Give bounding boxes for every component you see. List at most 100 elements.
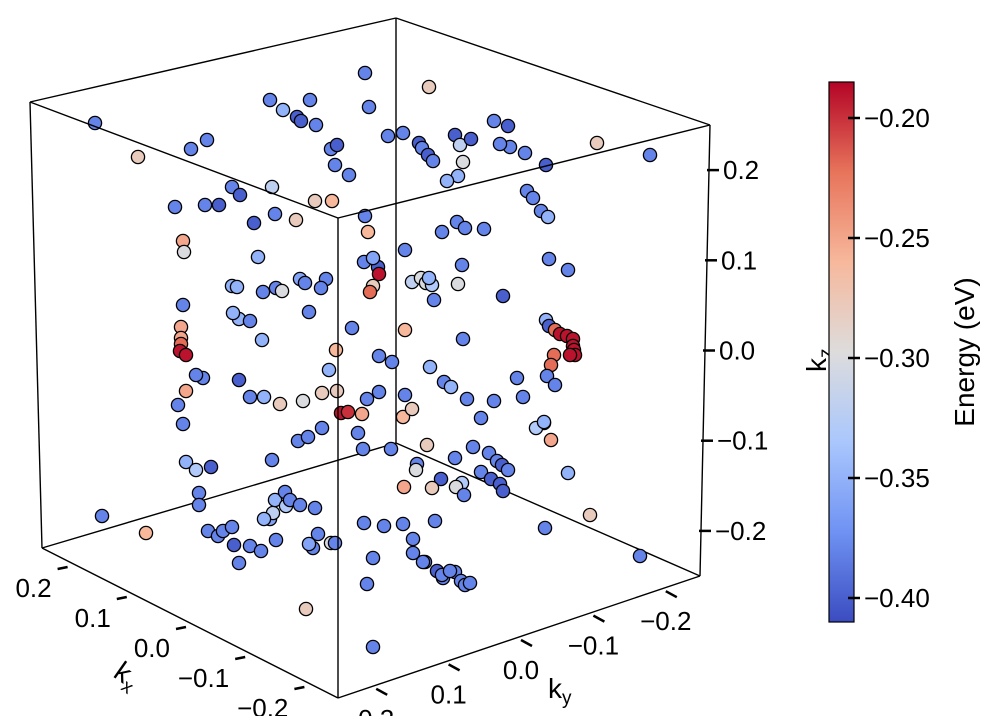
data-point xyxy=(395,125,411,141)
y-tick-label: −0.2 xyxy=(640,606,691,636)
data-point xyxy=(421,270,437,286)
data-point xyxy=(365,550,381,566)
data-point xyxy=(473,410,489,426)
data-point xyxy=(242,389,258,405)
y-axis-label: ky xyxy=(548,673,572,709)
data-point xyxy=(509,370,525,386)
data-point xyxy=(300,429,316,445)
data-point xyxy=(329,137,345,153)
data-point xyxy=(350,425,366,441)
data-point xyxy=(360,224,376,240)
data-point xyxy=(425,153,441,169)
data-point xyxy=(421,79,437,95)
data-point xyxy=(302,92,318,108)
data-point xyxy=(314,385,330,401)
data-point xyxy=(255,284,271,300)
y-tick-label: −0.1 xyxy=(568,631,619,661)
x-tick-label: −0.1 xyxy=(178,663,229,693)
data-point xyxy=(191,497,207,513)
data-point xyxy=(307,500,323,516)
data-point xyxy=(359,391,375,407)
data-point xyxy=(229,279,245,295)
data-point xyxy=(138,525,154,541)
box-front-edge xyxy=(337,124,711,219)
data-point xyxy=(632,548,648,564)
data-point xyxy=(415,554,431,570)
z-tick-label: 0.1 xyxy=(721,245,757,275)
data-point xyxy=(275,102,291,118)
box-front-edge xyxy=(29,101,339,219)
data-point xyxy=(383,441,399,457)
colorbar: −0.20 −0.25 −0.30 −0.35 −0.40 Energy (eV) xyxy=(828,81,980,623)
data-point xyxy=(268,532,284,548)
x-tick-mark xyxy=(57,565,68,571)
data-point xyxy=(462,575,478,591)
data-point xyxy=(178,454,194,470)
data-point xyxy=(178,383,194,399)
data-point xyxy=(396,479,412,495)
box-back-edge xyxy=(41,442,397,549)
data-point xyxy=(543,432,559,448)
data-point xyxy=(327,157,343,173)
data-point xyxy=(589,135,605,151)
y-tick-mark xyxy=(520,638,533,648)
box-front-edge xyxy=(337,575,701,699)
data-point xyxy=(321,362,337,378)
box-front-edge xyxy=(41,547,339,699)
x-tick-label: 0.1 xyxy=(75,603,111,633)
data-point xyxy=(262,92,278,108)
data-point xyxy=(365,639,381,655)
data-point xyxy=(340,404,356,420)
data-point xyxy=(404,401,420,417)
data-point xyxy=(515,389,531,405)
data-point xyxy=(536,414,552,430)
data-point xyxy=(344,320,360,336)
x-tick-mark xyxy=(175,625,187,631)
data-point xyxy=(188,367,204,383)
data-point xyxy=(274,283,290,299)
z-tick-label: 0.2 xyxy=(723,155,759,185)
data-point xyxy=(94,508,110,524)
box-back-edge xyxy=(395,442,701,577)
data-point xyxy=(225,305,241,321)
data-point xyxy=(540,209,556,225)
data-point xyxy=(371,348,387,364)
data-point xyxy=(397,242,413,258)
data-point xyxy=(454,257,470,273)
data-point xyxy=(203,459,219,475)
data-point xyxy=(199,132,215,148)
data-point xyxy=(178,347,194,363)
x-tick-mark xyxy=(234,655,246,661)
x-tick-label: 0.2 xyxy=(15,573,51,603)
data-point xyxy=(541,251,557,267)
data-point xyxy=(443,379,459,395)
data-point xyxy=(422,359,438,375)
data-point xyxy=(242,313,258,329)
data-point xyxy=(433,471,449,487)
data-point xyxy=(447,450,463,466)
data-point xyxy=(525,190,541,206)
data-point xyxy=(486,393,502,409)
data-point xyxy=(560,262,576,278)
data-point xyxy=(301,536,317,552)
data-point xyxy=(459,391,475,407)
data-point xyxy=(307,193,323,209)
data-point xyxy=(197,197,213,213)
data-point xyxy=(455,154,471,170)
data-point xyxy=(397,387,413,403)
data-point xyxy=(246,215,262,231)
data-point xyxy=(439,173,455,189)
data-point xyxy=(384,354,400,370)
data-point xyxy=(355,441,371,457)
data-point xyxy=(313,280,329,296)
data-point xyxy=(547,377,563,393)
data-point xyxy=(310,526,326,542)
z-tick-label: 0.0 xyxy=(719,336,755,366)
data-point xyxy=(357,65,373,81)
data-point xyxy=(380,128,396,144)
data-point xyxy=(582,507,598,523)
colorbar-label: Energy (eV) xyxy=(949,277,980,426)
data-point xyxy=(376,518,392,534)
